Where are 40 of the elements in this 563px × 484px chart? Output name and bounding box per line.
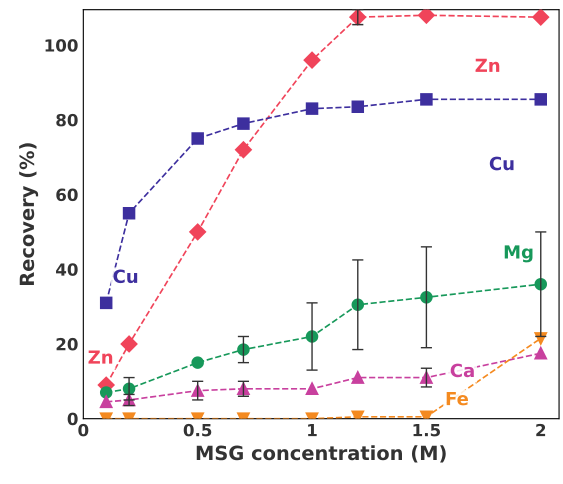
x-tick-label: 0 — [78, 424, 88, 436]
y-tick-label: 80 — [56, 114, 78, 126]
y-tick-label: 20 — [56, 338, 78, 351]
y-tick-label: 100 — [46, 39, 78, 52]
annotation: Cu — [113, 269, 138, 284]
y-axis-title: Recovery (%) — [19, 143, 38, 285]
annotation: Zn — [476, 58, 500, 72]
point — [100, 396, 112, 408]
point — [352, 100, 364, 114]
point — [534, 347, 548, 360]
point — [122, 206, 136, 220]
point — [304, 52, 320, 69]
point — [120, 336, 138, 352]
annotation: Zn — [88, 350, 112, 364]
point — [191, 132, 204, 145]
point — [418, 10, 435, 24]
point — [100, 296, 112, 310]
x-tick-label: 2 — [536, 424, 546, 436]
x-tick-label: 0.5 — [184, 424, 212, 436]
point — [100, 386, 112, 399]
x-axis-title: MSG concentration (M) — [196, 445, 446, 463]
point — [352, 371, 364, 384]
point — [189, 224, 206, 240]
annotation: Cu — [490, 156, 514, 170]
point — [235, 141, 252, 158]
y-tick-label: 40 — [56, 263, 78, 276]
annotation: Fe — [446, 392, 468, 406]
x-tick-label: 1.5 — [414, 424, 440, 436]
point — [534, 93, 548, 106]
point — [532, 10, 550, 26]
point — [237, 117, 250, 130]
annotation: Mg — [504, 245, 532, 262]
point — [191, 356, 204, 369]
point — [306, 102, 318, 115]
y-tick-label: 0 — [68, 412, 78, 426]
annotation: Ca — [450, 364, 474, 378]
y-tick-label: 60 — [56, 188, 78, 202]
point — [420, 93, 433, 106]
point — [306, 382, 318, 396]
x-tick-label: 1 — [308, 424, 317, 436]
